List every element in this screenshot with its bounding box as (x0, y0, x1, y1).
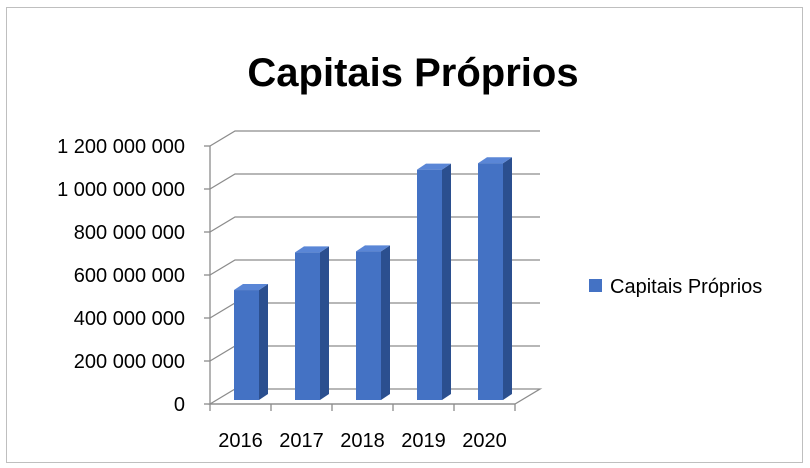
y-tick-label: 200 000 000 (74, 351, 185, 373)
bar-side (381, 245, 390, 400)
chart-title: Capitais Próprios (247, 51, 578, 95)
bar (478, 157, 512, 400)
bar (234, 284, 268, 400)
bar-top (417, 163, 451, 170)
bars (234, 157, 512, 400)
x-axis-tick-labels: 2016 2017 2018 2019 2020 (218, 430, 507, 452)
y-tick-label: 1 000 000 000 (57, 179, 185, 201)
bar-side (442, 163, 451, 400)
bar-front (295, 252, 320, 400)
bar-front (356, 251, 381, 400)
x-tick-label: 2019 (401, 430, 446, 452)
y-tick-label: 800 000 000 (74, 222, 185, 244)
gridline (209, 130, 540, 147)
y-tick-label: 600 000 000 (74, 265, 185, 287)
y-axis-tick-labels: 0 200 000 000 400 000 000 600 000 000 800 00… (57, 136, 185, 416)
x-tick-label: 2016 (218, 430, 263, 452)
bar-front (234, 290, 259, 400)
legend-swatch (589, 279, 602, 292)
bar-side (503, 157, 512, 400)
bar (295, 246, 329, 400)
bar (356, 245, 390, 400)
bar-top (295, 246, 329, 253)
legend: Capitais Próprios (589, 276, 762, 298)
x-tick-label: 2018 (340, 430, 385, 452)
bar-front (417, 169, 442, 400)
legend-label: Capitais Próprios (610, 276, 762, 298)
x-tick-label: 2020 (462, 430, 507, 452)
axes (204, 145, 516, 411)
bar-side (320, 246, 329, 400)
bar-side (259, 284, 268, 400)
y-tick-label: 1 200 000 000 (57, 136, 185, 158)
x-tick-label: 2017 (279, 430, 324, 452)
bar-front (478, 163, 503, 400)
bar (417, 163, 451, 400)
y-tick-label: 400 000 000 (74, 308, 185, 330)
bar-top (234, 284, 268, 291)
y-tick-label: 0 (174, 394, 185, 416)
bar-top (478, 157, 512, 164)
bar-top (356, 245, 390, 252)
chart-frame (6, 7, 803, 463)
